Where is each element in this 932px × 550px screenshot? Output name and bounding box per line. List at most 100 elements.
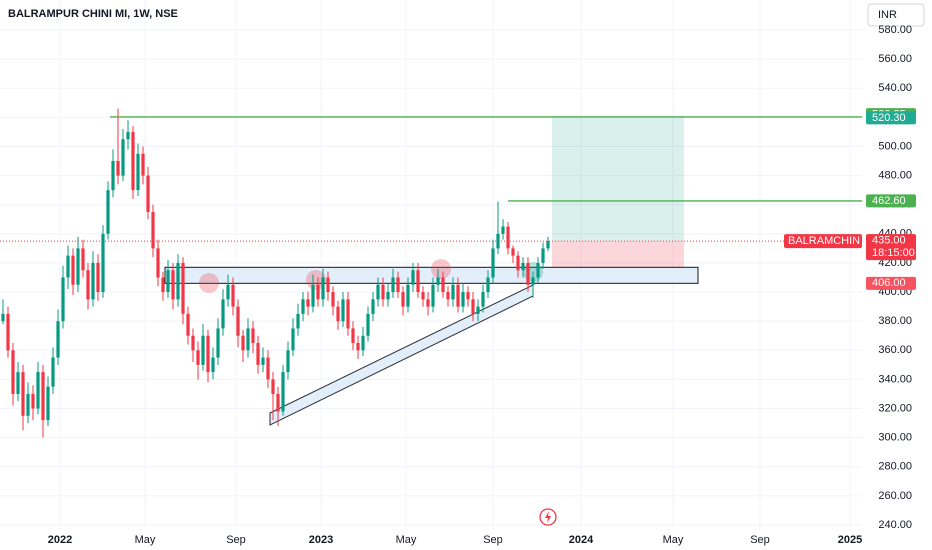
candle-body <box>151 211 155 249</box>
candle-body <box>156 248 160 278</box>
candle-body <box>11 350 15 394</box>
x-tick-label: May <box>135 534 156 546</box>
x-tick-label: 2023 <box>309 534 333 546</box>
candle-body <box>146 175 150 212</box>
candle-body <box>456 284 460 307</box>
candle-body <box>76 248 80 285</box>
candle-body <box>321 277 325 300</box>
y-tick-label: 280.00 <box>878 461 912 473</box>
candle-body <box>361 335 365 351</box>
x-tick-label: Sep <box>483 534 503 546</box>
candle-body <box>276 393 280 412</box>
candle-body <box>16 372 20 394</box>
candle-body <box>451 284 455 300</box>
candle-body <box>246 328 250 351</box>
candle-body <box>386 292 390 300</box>
candle-body <box>106 190 110 234</box>
currency-box[interactable] <box>867 3 925 27</box>
candle-body <box>251 328 255 344</box>
candle-body <box>21 372 25 416</box>
candle-body <box>316 284 320 300</box>
candle-body <box>466 292 470 300</box>
candle-body <box>391 277 395 293</box>
candle-body <box>406 284 410 307</box>
candle-body <box>371 299 375 314</box>
y-tick-label: 480.00 <box>878 169 912 181</box>
price-tag <box>866 276 916 290</box>
plot <box>0 0 862 530</box>
candle-body <box>476 306 480 314</box>
candle-body <box>461 292 465 307</box>
target-zone <box>552 116 684 241</box>
candle-body <box>486 277 490 293</box>
candle-body <box>446 292 450 300</box>
candle-body <box>326 277 330 293</box>
chart-title: BALRAMPUR CHINI MI, 1W, NSE <box>8 8 178 20</box>
price-tag-label: 462.60 <box>872 195 906 207</box>
candle-body <box>381 284 385 300</box>
candle-body <box>541 248 545 263</box>
y-tick-label: 240.00 <box>878 519 912 531</box>
candle-body <box>241 335 245 351</box>
candle-body <box>416 270 420 293</box>
candle-body <box>471 299 475 314</box>
candle-body <box>31 393 35 409</box>
price-tag-countdown: 18:15:00 <box>872 247 915 259</box>
candle-body <box>261 357 265 365</box>
candle-body <box>206 335 210 373</box>
candle-body <box>511 248 515 256</box>
candle-body <box>131 131 135 191</box>
candle-body <box>351 328 355 344</box>
candle-body <box>86 270 90 300</box>
candle-body <box>46 386 50 421</box>
event-bolt <box>545 511 551 523</box>
currency: INR <box>878 9 897 21</box>
candle-body <box>1 313 5 322</box>
candle-body <box>336 306 340 322</box>
candle-body <box>301 299 305 314</box>
candle-body <box>121 139 125 176</box>
y-tick-label: 560.00 <box>878 53 912 65</box>
y-tick-label: 500.00 <box>878 140 912 152</box>
x-tick-label: 2025 <box>838 534 862 546</box>
candle-body <box>536 262 540 278</box>
candle-body <box>366 313 370 336</box>
touch-marker <box>199 273 219 293</box>
candle-body <box>436 277 440 285</box>
x-tick-label: 2022 <box>48 534 72 546</box>
candle-body <box>166 270 170 293</box>
y-tick-label: 580.00 <box>878 24 912 36</box>
candle-body <box>181 262 185 314</box>
candle-body <box>396 277 400 293</box>
candle-body <box>256 343 260 365</box>
x-tick-label: May <box>396 534 417 546</box>
candle-body <box>141 153 145 176</box>
price-tag-label: 520.30 <box>872 112 906 124</box>
candle-body <box>126 131 130 140</box>
candle-body <box>521 262 525 271</box>
candle-body <box>331 292 335 307</box>
y-tick-label: 260.00 <box>878 490 912 502</box>
candle-body <box>96 262 100 293</box>
candle-body <box>516 255 520 271</box>
candle-body <box>116 161 120 176</box>
candle-body <box>401 292 405 307</box>
candle-body <box>426 299 430 307</box>
candle-body <box>66 255 70 278</box>
price-tag <box>866 234 916 261</box>
candle-body <box>51 357 55 387</box>
y-tick-label: 340.00 <box>878 373 912 385</box>
touch-marker <box>306 270 326 290</box>
candle-body <box>376 284 380 300</box>
candle-body <box>81 248 85 271</box>
candle-body <box>26 393 30 416</box>
candle-body <box>341 299 345 322</box>
candle-body <box>501 226 505 234</box>
candle-body <box>71 255 75 285</box>
candle-body <box>271 379 275 394</box>
x-tick-label: Sep <box>226 534 246 546</box>
candle-body <box>346 299 350 329</box>
candle-body <box>36 372 40 409</box>
